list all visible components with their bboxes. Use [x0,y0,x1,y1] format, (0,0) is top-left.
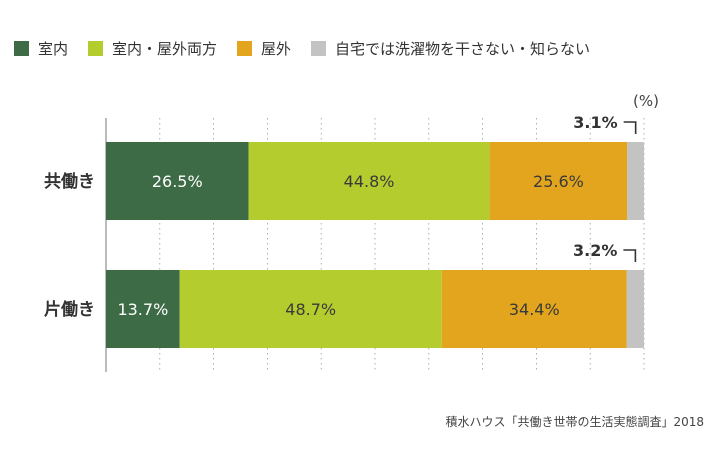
data-label: 25.6% [533,172,584,191]
category-label: 片働き [44,299,95,320]
callout-bracket [623,121,637,134]
unit-label: (%) [633,92,659,110]
legend-swatch [88,41,104,56]
bar-segment [441,270,627,348]
legend-label: 自宅では洗濯物を干さない・知らない [335,40,591,58]
callout-bracket [623,249,637,262]
bar-segment [106,142,249,220]
legend-swatch [311,41,327,56]
bar-segment [106,270,180,348]
legend-label: 室内 [38,40,69,58]
data-label: 48.7% [285,300,336,319]
data-label: 3.1% [573,113,617,132]
source-note: 積水ハウス「共働き世帯の生活実態調査」2018 [445,415,704,429]
bar-segment [489,142,628,220]
legend-item-outdoor: 屋外 [237,38,291,59]
legend-item-both: 室内・屋外両方 [88,38,217,59]
data-label: 44.8% [344,172,395,191]
bar-segment [179,270,442,348]
data-label: 26.5% [152,172,203,191]
legend-label: 屋外 [261,40,292,58]
legend-label: 室内・屋外両方 [112,40,218,58]
category-label: 共働き [44,171,95,192]
bar-segment [248,142,490,220]
data-label: 3.2% [573,241,617,260]
bar-segment [626,270,644,348]
data-label: 34.4% [509,300,560,319]
data-label: 13.7% [117,300,168,319]
legend-swatch [237,41,253,56]
legend-swatch [14,41,29,56]
bar-segment [627,142,644,220]
legend: 室内 室内・屋外両方 屋外 自宅では洗濯物を干さない・知らない [14,38,610,59]
legend-item-indoor: 室内 [14,38,68,59]
legend-item-none: 自宅では洗濯物を干さない・知らない [311,38,590,59]
